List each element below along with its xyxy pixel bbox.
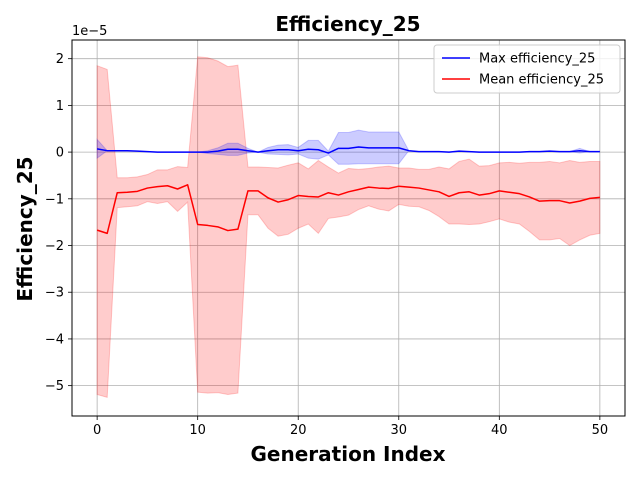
y-tick-label: −5	[45, 379, 64, 394]
y-tick-label: 1	[56, 99, 64, 114]
series-lines	[96, 146, 600, 235]
chart-title: Efficiency_25	[275, 12, 420, 36]
x-tick-label: 40	[491, 423, 508, 438]
x-tick-label: 0	[93, 423, 101, 438]
legend-mean-label: Mean efficiency_25	[479, 73, 604, 88]
plot-frame	[71, 39, 626, 417]
x-axis-label: Generation Index	[251, 442, 446, 466]
x-tick-label: 30	[390, 423, 407, 438]
y-tick-label: 2	[56, 52, 64, 67]
mean-efficiency-line	[96, 184, 600, 235]
x-tick-label: 50	[592, 423, 609, 438]
max-efficiency-line	[96, 146, 600, 154]
x-tick-label: 10	[189, 423, 206, 438]
axis-ticks: 0 10 20 30 40 50 −5 −4 −3 −2 −1 0 1 2	[45, 52, 608, 438]
y-tick-label: 0	[56, 146, 64, 161]
y-tick-label: −4	[45, 332, 64, 347]
legend: Max efficiency_25 Mean efficiency_25	[433, 44, 621, 94]
y-tick-label: −3	[45, 286, 64, 301]
legend-max-label: Max efficiency_25	[479, 52, 595, 67]
mean-efficiency-band	[96, 56, 601, 398]
legend-box	[433, 44, 621, 94]
y-axis-offset-label: 1e−5	[72, 24, 107, 39]
y-axis-label: Efficiency_25	[13, 156, 37, 301]
x-tick-label: 20	[290, 423, 307, 438]
y-tick-label: −1	[45, 192, 64, 207]
y-tick-label: −2	[45, 239, 64, 254]
